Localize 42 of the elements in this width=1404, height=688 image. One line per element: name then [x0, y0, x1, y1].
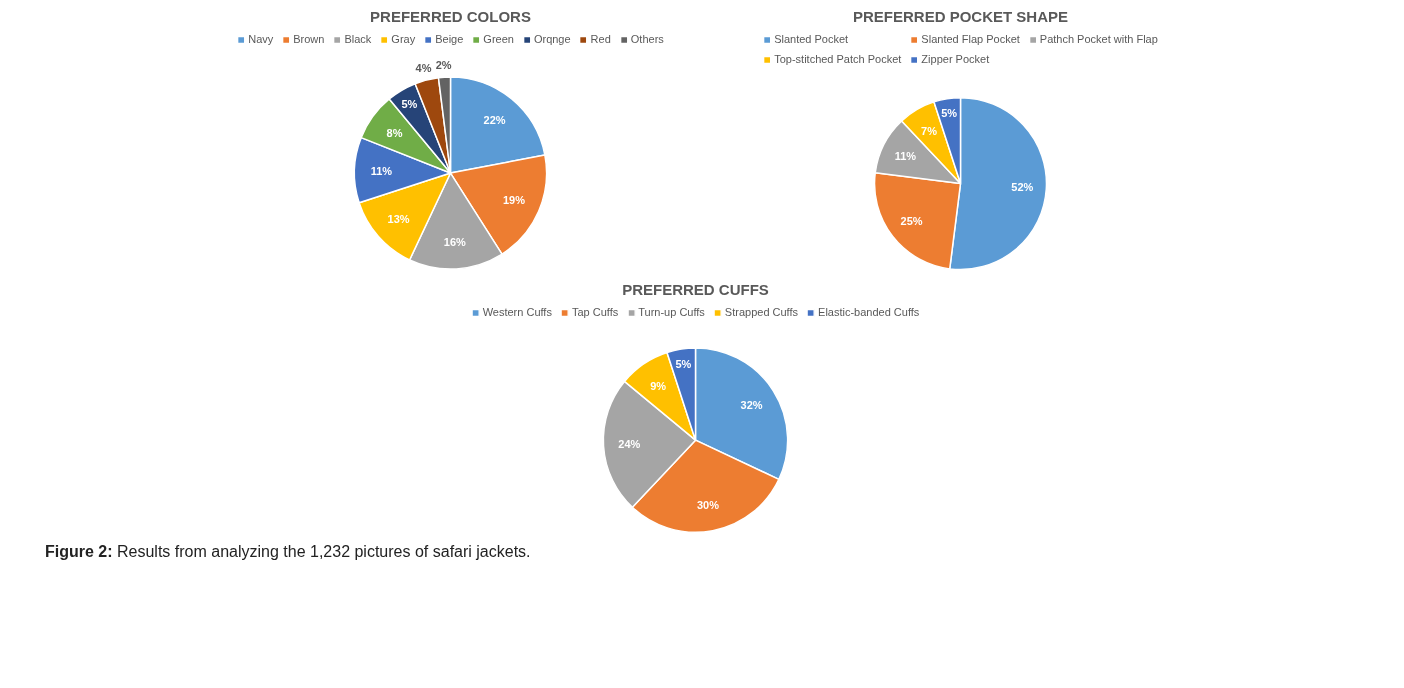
data-label: 11% [894, 149, 917, 162]
data-label: 5% [941, 106, 958, 119]
legend-label: Others [630, 33, 664, 45]
legend-label: Pathch Pocket with Flap [1039, 33, 1158, 45]
data-label: 5% [401, 97, 418, 110]
legend-label: Black [344, 33, 372, 45]
data-label: 32% [740, 398, 763, 411]
legend-label: Beige [435, 33, 464, 45]
data-label: 4% [415, 62, 432, 75]
chart-title: PREFERRED COLORS [370, 7, 531, 25]
legend-label: Elastic-banded Cuffs [818, 306, 920, 318]
data-label: 13% [387, 212, 410, 225]
legend-label: Strapped Cuffs [724, 306, 799, 318]
data-label: 11% [370, 164, 393, 177]
legend-label: Western Cuffs [482, 306, 552, 318]
chart-title: PREFERRED CUFFS [622, 280, 769, 298]
legend-label: Top-stitched Patch Pocket [774, 53, 902, 65]
data-label: 8% [386, 126, 403, 139]
data-label: 19% [502, 194, 526, 207]
caption: Figure 2: Results from analyzing the 1,232 pictures of safari jackets. [45, 542, 531, 562]
legend-label: Gray [391, 33, 416, 45]
legend-label: Tap Cuffs [571, 306, 619, 318]
legend-label: Slanted Flap Pocket [921, 33, 1020, 45]
data-label: 5% [675, 358, 692, 371]
legend-label: Navy [248, 33, 274, 45]
legend-label: Red [590, 33, 611, 45]
legend-label: Green [483, 33, 514, 45]
data-label: 9% [650, 379, 667, 392]
data-label: 30% [696, 499, 720, 512]
legend-label: Orqnge [533, 33, 571, 45]
data-label: 24% [618, 438, 641, 451]
legend-label: Turn-up Cuffs [638, 306, 705, 318]
legend-label: Slanted Pocket [774, 33, 849, 45]
chart-title: PREFERRED POCKET SHAPE [852, 7, 1069, 25]
data-label: 2% [435, 59, 452, 72]
legend-label: Zipper Pocket [921, 53, 990, 65]
legend-label: Brown [293, 33, 325, 45]
data-label: 52% [1011, 181, 1034, 194]
data-label: 22% [483, 113, 506, 126]
data-label: 7% [921, 124, 938, 137]
data-label: 25% [900, 215, 923, 228]
data-label: 16% [443, 235, 467, 248]
